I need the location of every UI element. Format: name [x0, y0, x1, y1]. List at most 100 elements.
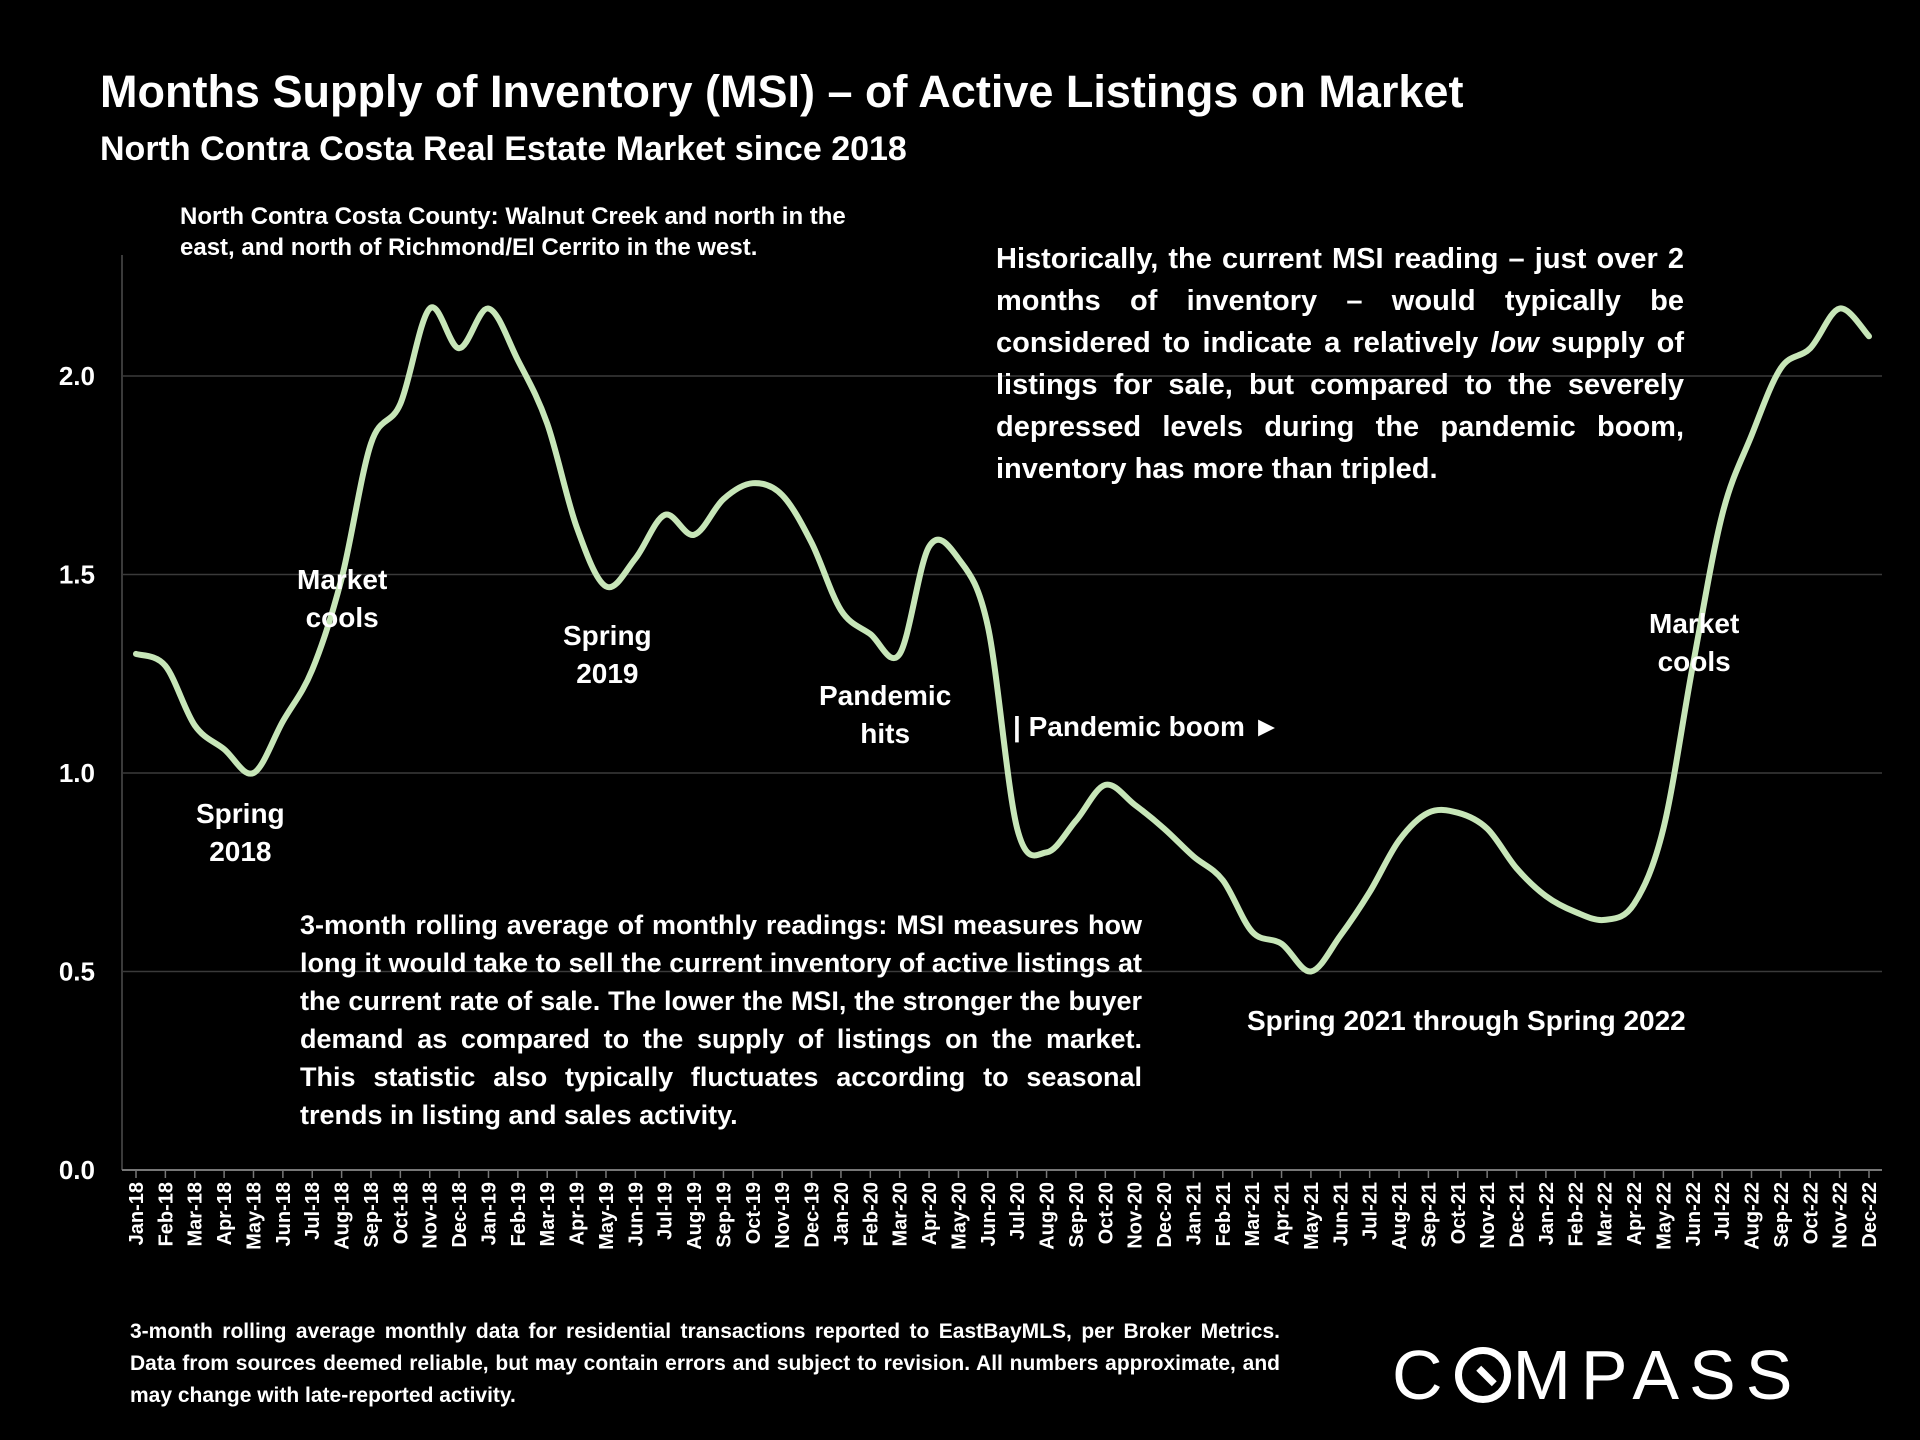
data-point: [603, 583, 609, 589]
x-tick-label: Jun-19: [625, 1182, 647, 1246]
x-tick-label: Feb-19: [508, 1182, 530, 1246]
x-tick-label: Dec-18: [449, 1182, 471, 1248]
x-tick-label: Sep-21: [1418, 1182, 1440, 1248]
annotation-line: Spring: [196, 798, 285, 829]
x-tick-label: Sep-19: [713, 1182, 735, 1248]
data-point: [1719, 512, 1725, 518]
data-point: [662, 512, 668, 518]
x-tick-label: Oct-19: [743, 1182, 765, 1244]
x-tick-label: Dec-21: [1507, 1182, 1529, 1248]
data-point: [838, 607, 844, 613]
y-tick-label: 2.0: [59, 361, 95, 391]
data-point: [985, 623, 991, 629]
annotation-spring-2021-2022: Spring 2021 through Spring 2022: [1247, 1005, 1686, 1036]
x-tick-label: Oct-18: [390, 1182, 412, 1244]
chart-subtitle: North Contra Costa Real Estate Market si…: [100, 130, 907, 168]
x-tick-label: Jun-22: [1683, 1182, 1705, 1246]
x-tick-label: Mar-18: [185, 1182, 207, 1246]
data-point: [544, 421, 550, 427]
data-point: [720, 496, 726, 502]
annotation-line: cools: [1657, 646, 1731, 677]
annotation-line: Pandemic: [819, 680, 952, 711]
data-point: [515, 357, 521, 363]
data-point: [485, 306, 491, 312]
data-point: [1014, 826, 1020, 832]
data-point: [456, 345, 462, 351]
annotation-spring-2018: Spring 2018: [196, 795, 285, 871]
x-tick-label: Mar-20: [890, 1182, 912, 1246]
data-point: [1220, 877, 1226, 883]
data-point: [926, 544, 932, 550]
x-tick-label: Nov-20: [1125, 1182, 1147, 1249]
x-tick-label: Mar-21: [1242, 1182, 1264, 1246]
x-tick-label: Jan-22: [1536, 1182, 1558, 1245]
data-point: [192, 722, 198, 728]
x-tick-label: Jul-22: [1712, 1182, 1734, 1240]
historical-note-pre: Historically, the current MSI reading – …: [996, 243, 1684, 359]
x-tick-label: Mar-19: [537, 1182, 559, 1246]
x-tick-label: Aug-20: [1037, 1182, 1059, 1250]
x-tick-label: Jul-19: [655, 1182, 677, 1240]
x-tick-label: May-19: [596, 1182, 618, 1250]
region-note: North Contra Costa County: Walnut Creek …: [180, 203, 846, 261]
data-point: [280, 718, 286, 724]
x-tick-label: Sep-20: [1066, 1182, 1088, 1248]
data-point: [1660, 826, 1666, 832]
annotation-line: Spring: [563, 620, 652, 651]
historical-note: Historically, the current MSI reading – …: [996, 238, 1684, 490]
annotation-pandemic-hits: Pandemic hits: [819, 677, 951, 753]
x-tick-label: Aug-22: [1742, 1182, 1764, 1250]
x-tick-label: Oct-21: [1448, 1182, 1470, 1244]
data-point: [867, 631, 873, 637]
x-tick-label: Mar-22: [1595, 1182, 1617, 1246]
data-point: [250, 770, 256, 776]
data-point: [1279, 941, 1285, 947]
annotation-market-cools-2018: Market cools: [297, 561, 387, 637]
x-tick-label: Nov-18: [420, 1182, 442, 1249]
data-point: [1396, 837, 1402, 843]
x-tick-label: Sep-22: [1771, 1182, 1793, 1248]
data-point: [1337, 933, 1343, 939]
data-point: [691, 532, 697, 538]
x-tick-label: Dec-22: [1859, 1182, 1881, 1248]
data-point: [1190, 853, 1196, 859]
x-tick-label: Jan-18: [126, 1182, 148, 1245]
source-footnote: 3-month rolling average monthly data for…: [130, 1320, 1280, 1407]
historical-note-post: supply of listings for sale, but compare…: [996, 327, 1685, 485]
x-tick-label: Nov-22: [1830, 1182, 1852, 1249]
x-tick-label: May-21: [1301, 1182, 1323, 1250]
chart-title: Months Supply of Inventory (MSI) – of Ac…: [100, 66, 1464, 117]
msi-series-line: [133, 304, 1872, 975]
x-tick-label: Oct-20: [1095, 1182, 1117, 1244]
data-point: [1778, 365, 1784, 371]
annotation-line: hits: [860, 718, 911, 749]
definition-note: 3-month rolling average of monthly readi…: [300, 910, 1142, 1130]
data-point: [1631, 901, 1637, 907]
data-point: [1425, 810, 1431, 816]
x-tick-label: Nov-21: [1477, 1182, 1499, 1249]
data-point: [1602, 917, 1608, 923]
x-tick-label: May-20: [948, 1182, 970, 1250]
x-tick-label: Apr-19: [567, 1182, 589, 1245]
x-tick-label: Jul-20: [1007, 1182, 1029, 1240]
data-point: [1073, 818, 1079, 824]
annotation-line: Market: [297, 564, 388, 595]
compass-o-icon: [1454, 1347, 1511, 1403]
x-tick-label: Jan-21: [1183, 1182, 1205, 1245]
x-tick-label: Jan-19: [478, 1182, 500, 1245]
data-point: [1308, 969, 1314, 975]
data-point: [955, 556, 961, 562]
compass-logo: C MPASS: [1392, 1336, 1803, 1414]
data-point: [1866, 333, 1872, 339]
x-tick-label: Nov-19: [772, 1182, 794, 1249]
y-tick-label: 0.0: [59, 1155, 95, 1185]
x-tick-label: Dec-20: [1154, 1182, 1176, 1248]
data-point: [427, 306, 433, 312]
x-tick-label: Jun-21: [1330, 1182, 1352, 1246]
data-point: [1102, 782, 1108, 788]
data-point: [1132, 802, 1138, 808]
annotation-market-cools-2022: Market cools: [1649, 605, 1739, 681]
annotation-line: 2019: [576, 658, 639, 689]
data-point: [397, 401, 403, 407]
data-point: [574, 524, 580, 530]
